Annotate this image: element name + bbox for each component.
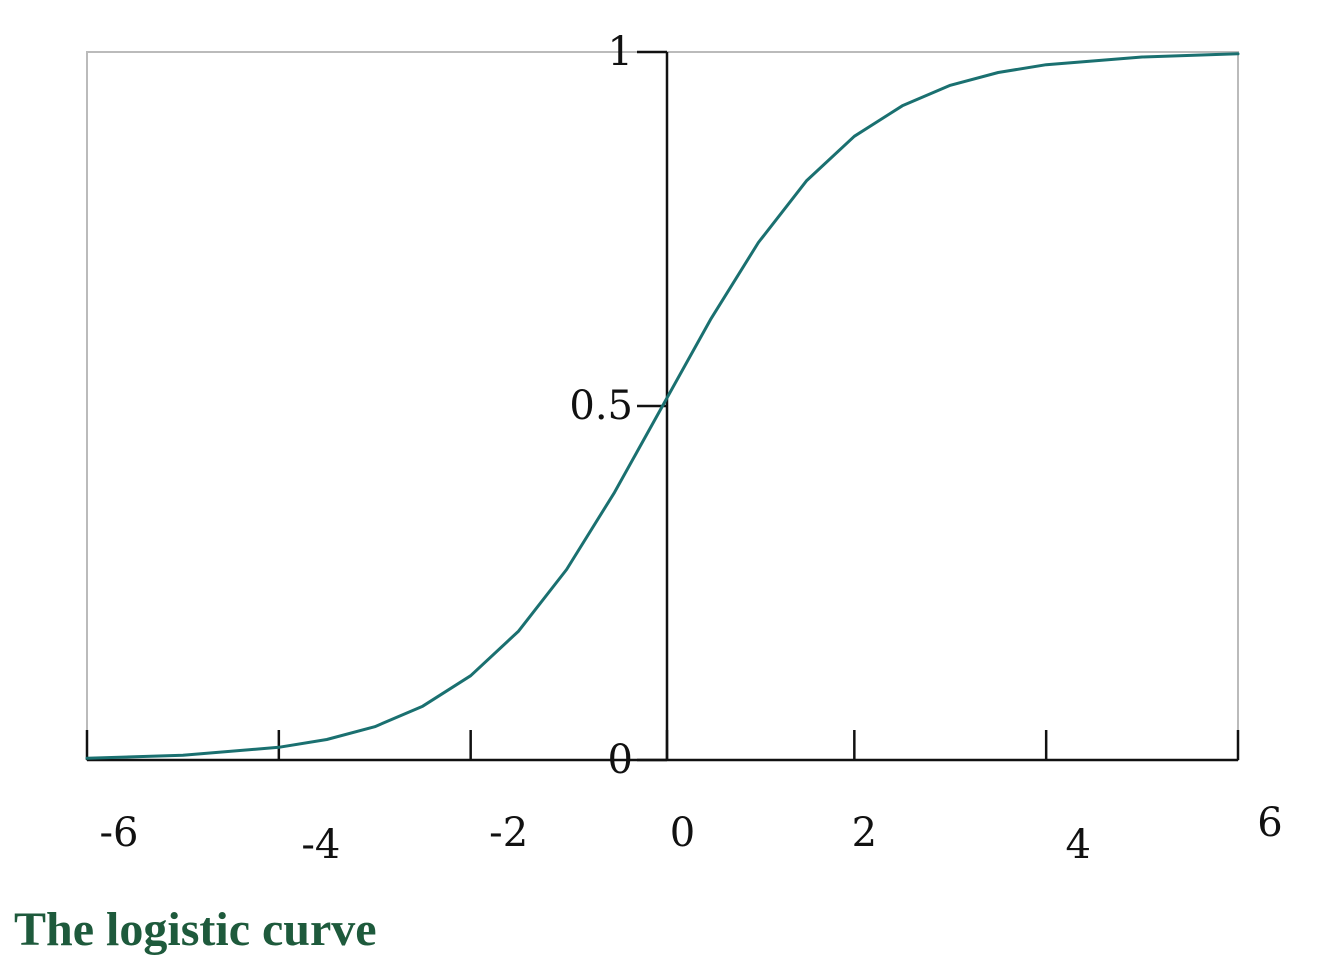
x-tick-label: -2 [489, 810, 528, 856]
y-tick-label: 0.5 [569, 383, 633, 429]
y-tick-label: 0 [608, 737, 633, 783]
x-tick-label: 2 [852, 810, 877, 856]
x-tick-label: 6 [1257, 800, 1282, 846]
x-tick-label: -4 [301, 822, 340, 868]
x-tick-label: 4 [1065, 822, 1090, 868]
x-tick-label: 0 [670, 810, 695, 856]
y-tick-label: 1 [608, 29, 633, 75]
logistic-curve-line [85, 52, 1240, 760]
chart-title: The logistic curve [14, 903, 377, 956]
x-tick-label: -6 [100, 810, 139, 856]
